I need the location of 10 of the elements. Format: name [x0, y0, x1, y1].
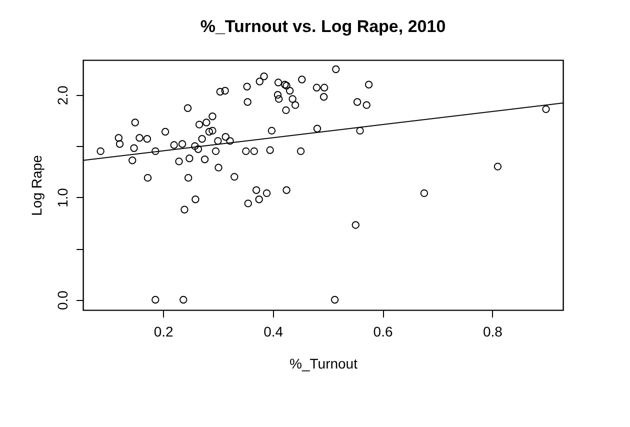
y-tick-label: 2.0 — [54, 85, 70, 106]
x-tick-label: 0.6 — [373, 324, 393, 340]
x-tick-label: 0.8 — [483, 324, 503, 340]
y-axis-title: Log Rape — [28, 154, 44, 216]
x-tick-label: 0.4 — [264, 324, 284, 340]
chart-title: %_Turnout vs. Log Rape, 2010 — [200, 17, 446, 36]
y-tick-label: 1.0 — [54, 188, 70, 208]
x-tick-label: 0.2 — [154, 324, 174, 340]
x-axis-title: %_Turnout — [290, 356, 358, 372]
y-tick-label: 0.0 — [54, 290, 70, 310]
